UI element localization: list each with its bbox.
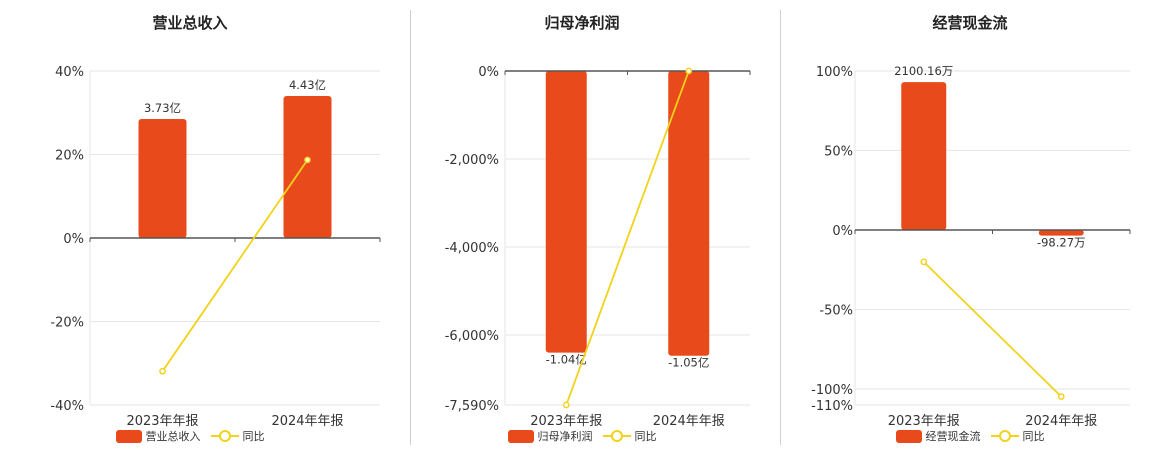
legend-line-swatch bbox=[210, 429, 239, 443]
x-tick-label: 2024年年报 bbox=[1025, 414, 1097, 429]
yoy-point bbox=[159, 367, 166, 375]
chart-panel-net-profit: 归母净利润 0% -2,000% -4,000% -6,000% -7,590% -1.0… bbox=[392, 0, 772, 450]
y-tick-label: -7,590% bbox=[445, 399, 499, 414]
y-tick-label: -40% bbox=[50, 399, 84, 414]
chart-title: 营业总收入 bbox=[152, 14, 228, 32]
bar bbox=[283, 96, 332, 238]
legend-line-label: 同比 bbox=[634, 430, 657, 443]
chart-legend: 营业总收入 同比 bbox=[0, 428, 380, 444]
y-tick-label: -6,000% bbox=[445, 329, 499, 344]
y-tick-label: 0% bbox=[478, 65, 499, 80]
yoy-point bbox=[304, 156, 311, 164]
legend-bar-swatch bbox=[507, 429, 534, 443]
x-tick-label: 2023年年报 bbox=[888, 414, 960, 429]
legend-line-label: 同比 bbox=[242, 430, 265, 443]
yoy-point bbox=[562, 401, 570, 409]
bar-data-label: 3.73亿 bbox=[144, 101, 181, 115]
bar-data-label: -98.27万 bbox=[1037, 236, 1086, 250]
y-tick-label: 40% bbox=[55, 65, 84, 80]
legend-line-swatch bbox=[602, 429, 631, 443]
chart-title: 归母净利润 bbox=[544, 14, 620, 32]
legend-item-bar[interactable]: 归母净利润 bbox=[507, 428, 593, 444]
y-tick-label: -50% bbox=[819, 304, 853, 319]
legend-item-bar[interactable]: 营业总收入 bbox=[115, 428, 201, 444]
chart-panel-revenue: 营业总收入 40% 20% 0% -20% -40% 3.73亿 4.43亿 2023年年报 2… bbox=[0, 0, 381, 450]
legend-item-line[interactable]: 同比 bbox=[990, 428, 1045, 444]
bar bbox=[545, 71, 587, 353]
bar-data-label: -1.04亿 bbox=[546, 353, 587, 367]
y-tick-label: 100% bbox=[816, 65, 853, 80]
yoy-line bbox=[923, 261, 1062, 398]
chart-panel-cash-flow: 经营现金流 100% 50% 0% -50% -100% -110% 2100.16万 -98… bbox=[780, 0, 1160, 450]
x-tick-label: 2024年年报 bbox=[271, 414, 343, 429]
legend-item-bar[interactable]: 经营现金流 bbox=[895, 428, 981, 444]
chart-plot: 0% -2,000% -4,000% -6,000% -7,590% -1.04亿 -1.0… bbox=[445, 65, 751, 429]
legend-line-swatch bbox=[990, 429, 1019, 443]
legend-bar-label: 营业总收入 bbox=[145, 430, 201, 443]
y-tick-label: 20% bbox=[55, 149, 84, 164]
chart-legend: 归母净利润 同比 bbox=[392, 428, 772, 444]
panel-divider bbox=[410, 10, 411, 445]
yoy-point bbox=[1057, 393, 1065, 400]
legend-item-line[interactable]: 同比 bbox=[602, 428, 657, 444]
yoy-line bbox=[565, 70, 690, 406]
x-tick-label: 2024年年报 bbox=[653, 414, 725, 429]
y-tick-label: -2,000% bbox=[445, 153, 499, 168]
legend-item-line[interactable]: 同比 bbox=[210, 428, 265, 444]
y-tick-label: -4,000% bbox=[445, 241, 499, 256]
bar bbox=[138, 119, 187, 238]
chart-plot: 100% 50% 0% -50% -100%-110% 2100.16万 -98.27万 20… bbox=[811, 64, 1131, 429]
x-tick-label: 2023年年报 bbox=[126, 414, 198, 429]
y-tick-label: 0% bbox=[832, 224, 853, 239]
yoy-point bbox=[920, 258, 928, 266]
y-tick-label: -100% bbox=[811, 383, 853, 398]
y-tick-label: 0% bbox=[63, 232, 84, 247]
chart-legend: 经营现金流 同比 bbox=[780, 428, 1160, 444]
bar-data-label: 2100.16万 bbox=[894, 64, 953, 78]
yoy-line bbox=[161, 159, 309, 372]
x-tick-label: 2023年年报 bbox=[530, 414, 602, 429]
bar bbox=[1038, 230, 1084, 236]
legend-bar-swatch bbox=[115, 429, 142, 443]
panel-divider bbox=[780, 10, 781, 445]
y-tick-label: 50% bbox=[824, 145, 853, 160]
bar bbox=[668, 71, 710, 356]
bar bbox=[901, 82, 947, 231]
y-tick-label: -110% bbox=[811, 399, 853, 414]
y-tick-label: -20% bbox=[50, 316, 84, 331]
bar-data-label: 4.43亿 bbox=[289, 78, 326, 92]
yoy-point bbox=[685, 67, 693, 75]
chart-title: 经营现金流 bbox=[932, 14, 1008, 32]
legend-bar-swatch bbox=[895, 429, 922, 443]
legend-bar-label: 经营现金流 bbox=[925, 430, 981, 443]
legend-line-label: 同比 bbox=[1022, 430, 1045, 443]
chart-plot: 40% 20% 0% -20% -40% 3.73亿 4.43亿 2023年年报 2024年年报 bbox=[50, 65, 381, 429]
legend-bar-label: 归母净利润 bbox=[537, 430, 593, 443]
bar-data-label: -1.05亿 bbox=[668, 356, 709, 370]
